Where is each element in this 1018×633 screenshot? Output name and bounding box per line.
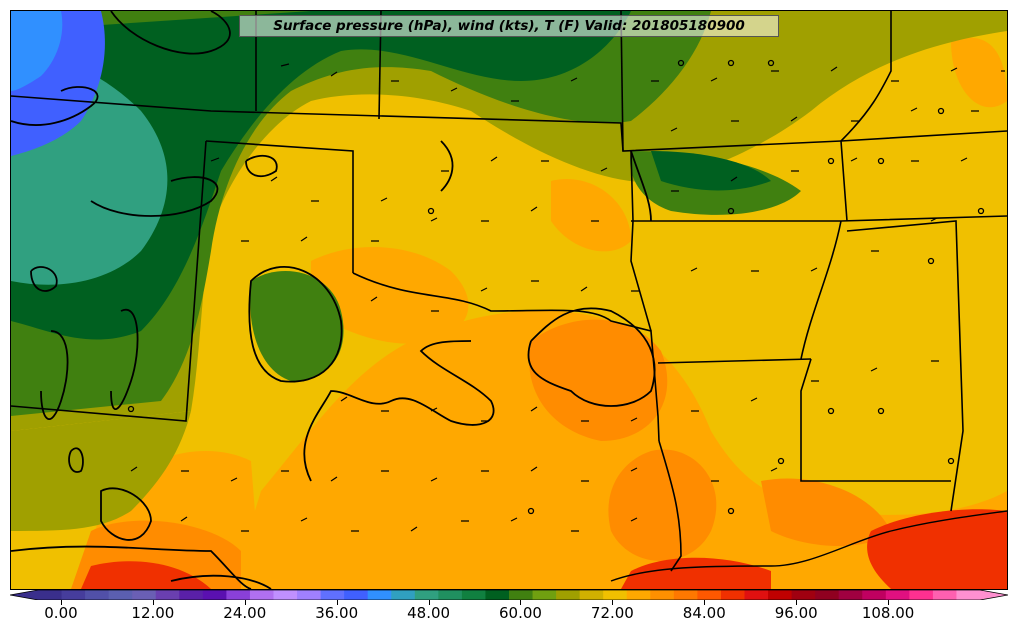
colorbar-tick-label: 24.00 [223,604,267,622]
colorbar-swatch [744,590,769,600]
colorbar-swatch [909,590,934,600]
colorbar-swatch [768,590,793,600]
map-title-text: Surface pressure (hPa), wind (kts), T (F… [273,18,745,34]
colorbar-swatch [249,590,275,600]
colorbar-tick-mark [336,600,338,605]
coastline [610,510,1007,582]
colorbar-tick-label: 84.00 [682,604,726,622]
temp-region-dark-orange [608,449,717,561]
colorbar-swatch [414,590,439,600]
colorbar-swatch [367,590,392,600]
temp-region-red [867,509,1007,589]
colorbar-tick-mark [704,600,706,605]
colorbar-tick-label: 108.00 [861,604,915,622]
colorbar-swatch [815,590,840,600]
colorbar-swatch [932,590,958,600]
colorbar-swatch [179,590,204,600]
temp-region-dark-orange [529,319,668,441]
colorbar-swatch [626,590,651,600]
colorbar-swatch [391,590,416,600]
colorbar-tick-label: 0.00 [44,604,78,622]
colorbar-extend-min [10,590,38,600]
colorbar-tick-mark [888,600,890,605]
colorbar-swatch [344,590,369,600]
colorbar-tick-mark [60,600,62,605]
temp-region-dark-green [651,151,771,191]
colorbar-swatch [673,590,698,600]
calm-wind-circles [127,59,985,515]
colorbar-swatch [320,590,345,600]
colorbar-tick-mark [152,600,154,605]
colorbar-swatch [461,590,487,600]
colorbar-swatches [10,590,1008,600]
colorbar-swatch [38,590,63,600]
pressure-contours [11,11,656,589]
colorbar-tick-label: 72.00 [590,604,634,622]
colorbar-tick-mark [796,600,798,605]
colorbar-tick-label: 96.00 [774,604,818,622]
colorbar-swatch [297,590,322,600]
colorbar-tick-label: 48.00 [407,604,451,622]
colorbar-tick-mark [428,600,430,605]
colorbar-swatch [720,590,746,600]
colorbar [10,590,1008,600]
colorbar-swatch [108,590,133,600]
colorbar-swatch [202,590,227,600]
colorbar-tick-mark [244,600,246,605]
colorbar-swatch [603,590,628,600]
temp-region-orange [551,179,631,252]
colorbar-tick-mark [612,600,614,605]
temp-region-dark-green [11,11,631,340]
colorbar-swatch [273,590,298,600]
temp-region-orange [311,247,469,344]
map-title: Surface pressure (hPa), wind (kts), T (F… [239,15,779,37]
temp-region-dark-orange [761,478,891,546]
colorbar-swatch [650,590,675,600]
colorbar-tick-mark [520,600,522,605]
colorbar-swatch [226,590,251,600]
colorbar-swatch [697,590,722,600]
colorbar-swatch [556,590,581,600]
colorbar-tick-label: 12.00 [131,604,175,622]
colorbar-swatch [862,590,887,600]
colorbar-swatch [438,590,463,600]
temp-region-red [81,561,211,589]
wind-barbs [130,63,1005,532]
temp-region-blue-light [11,11,63,91]
temperature-map [11,11,1007,589]
colorbar-swatch [579,590,604,600]
colorbar-swatch [85,590,110,600]
temp-region-orange [951,37,1007,108]
colorbar-swatch [132,590,157,600]
colorbar-swatch [509,590,534,600]
temp-region-light-green [250,271,344,381]
colorbar-swatch [61,590,86,600]
temp-region-olive [11,411,191,531]
colorbar-swatch [485,590,510,600]
colorbar-ticks: 0.00 12.00 24.00 36.00 48.00 60.00 72.00 84.00 9… [10,600,1008,633]
colorbar-tick-label: 60.00 [499,604,542,622]
colorbar-swatch [838,590,863,600]
map-panel [10,10,1008,590]
colorbar-extend-max [980,590,1008,600]
colorbar-swatch [956,590,981,600]
colorbar-swatch [791,590,816,600]
colorbar-swatch [532,590,557,600]
colorbar-tick-label: 36.00 [315,604,359,622]
colorbar-swatch [885,590,910,600]
colorbar-swatch [155,590,180,600]
